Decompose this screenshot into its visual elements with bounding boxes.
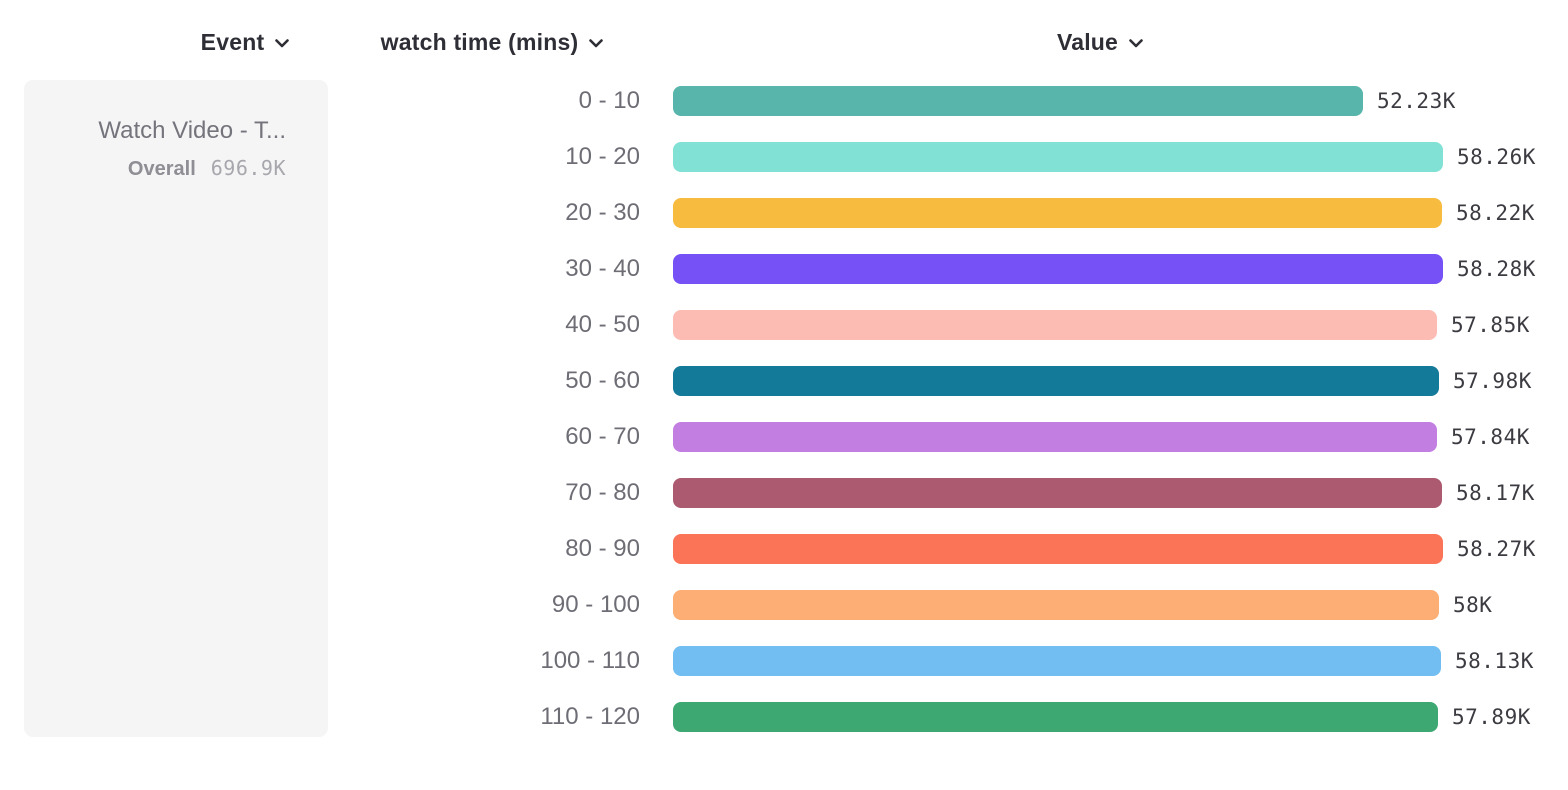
chart-row: 20 - 30 58.22K	[0, 185, 1568, 241]
category-label: 50 - 60	[565, 367, 640, 394]
bar-track: 58.17K	[673, 478, 1568, 508]
chart-row: 60 - 70 57.84K	[0, 409, 1568, 465]
category-label: 90 - 100	[551, 591, 640, 618]
bar-segment[interactable]	[673, 142, 1443, 172]
category-label: 20 - 30	[565, 199, 640, 226]
category-label: 40 - 50	[565, 311, 640, 338]
value-label: 58K	[1453, 593, 1493, 617]
chart-row: 10 - 20 58.26K	[0, 129, 1568, 185]
bar-segment[interactable]	[673, 198, 1442, 228]
column-header-watch-time-label: watch time (mins)	[380, 28, 579, 55]
value-label: 57.84K	[1451, 425, 1530, 449]
category-label: 0 - 10	[578, 87, 640, 114]
column-header-event-label: Event	[200, 28, 265, 55]
chart-row: 110 - 120 57.89K	[0, 689, 1568, 745]
category-label: 100 - 110	[540, 647, 640, 674]
overall-value: 696.9K	[210, 155, 286, 180]
bar-segment[interactable]	[673, 366, 1439, 396]
value-label: 58.27K	[1457, 537, 1536, 561]
bar-track: 58.28K	[673, 254, 1568, 284]
category-label: 70 - 80	[565, 479, 640, 506]
column-header-watch-time[interactable]: watch time (mins)	[358, 27, 626, 57]
bar-segment[interactable]	[673, 478, 1442, 508]
value-label: 58.13K	[1455, 649, 1534, 673]
event-overall-row: Overall 696.9K	[128, 156, 286, 181]
bar-track: 58.27K	[673, 534, 1568, 564]
bar-track: 57.89K	[673, 702, 1568, 732]
column-header-value[interactable]: Value	[1005, 27, 1195, 57]
bar-segment[interactable]	[673, 702, 1438, 732]
bar-segment[interactable]	[673, 86, 1363, 116]
chevron-down-icon	[275, 39, 290, 48]
category-label: 10 - 20	[565, 143, 640, 170]
value-label: 58.17K	[1456, 481, 1535, 505]
event-card[interactable]: Watch Video - T... Overall 696.9K	[24, 80, 328, 737]
bar-track: 57.85K	[673, 310, 1568, 340]
value-label: 57.85K	[1451, 313, 1530, 337]
overall-label: Overall	[127, 157, 196, 180]
category-label: 30 - 40	[565, 255, 640, 282]
value-label: 58.22K	[1456, 201, 1535, 225]
chart-row: 90 - 100 58K	[0, 577, 1568, 633]
category-label: 110 - 120	[540, 703, 640, 730]
bar-track: 52.23K	[673, 86, 1568, 116]
category-label: 60 - 70	[565, 423, 640, 450]
chart-row: 80 - 90 58.27K	[0, 521, 1568, 577]
chart-row: 50 - 60 57.98K	[0, 353, 1568, 409]
chart-row: 100 - 110 58.13K	[0, 633, 1568, 689]
category-label: 80 - 90	[565, 535, 640, 562]
chart-row: 30 - 40 58.28K	[0, 241, 1568, 297]
value-label: 57.98K	[1453, 369, 1532, 393]
chart-rows: 0 - 10 52.23K 10 - 20 58.26K 20 - 30 58.22K 30…	[0, 73, 1568, 745]
chart-row: 0 - 10 52.23K	[0, 73, 1568, 129]
bar-segment[interactable]	[673, 534, 1443, 564]
column-header-value-label: Value	[1056, 28, 1119, 55]
bar-track: 58K	[673, 590, 1568, 620]
value-label: 58.26K	[1457, 145, 1536, 169]
value-label: 57.89K	[1452, 705, 1531, 729]
bar-segment[interactable]	[673, 590, 1439, 620]
bar-track: 58.22K	[673, 198, 1568, 228]
bar-track: 57.84K	[673, 422, 1568, 452]
chart-row: 40 - 50 57.85K	[0, 297, 1568, 353]
bar-track: 58.26K	[673, 142, 1568, 172]
chevron-down-icon	[1129, 39, 1143, 48]
value-label: 52.23K	[1377, 89, 1456, 113]
chart-row: 70 - 80 58.17K	[0, 465, 1568, 521]
bar-segment[interactable]	[673, 422, 1437, 452]
bar-segment[interactable]	[673, 254, 1443, 284]
bar-segment[interactable]	[673, 310, 1437, 340]
column-header-event[interactable]: Event	[170, 27, 320, 57]
event-title: Watch Video - T...	[98, 117, 286, 144]
chevron-down-icon	[589, 39, 604, 48]
bar-segment[interactable]	[673, 646, 1441, 676]
bar-track: 58.13K	[673, 646, 1568, 676]
value-label: 58.28K	[1457, 257, 1536, 281]
bar-track: 57.98K	[673, 366, 1568, 396]
